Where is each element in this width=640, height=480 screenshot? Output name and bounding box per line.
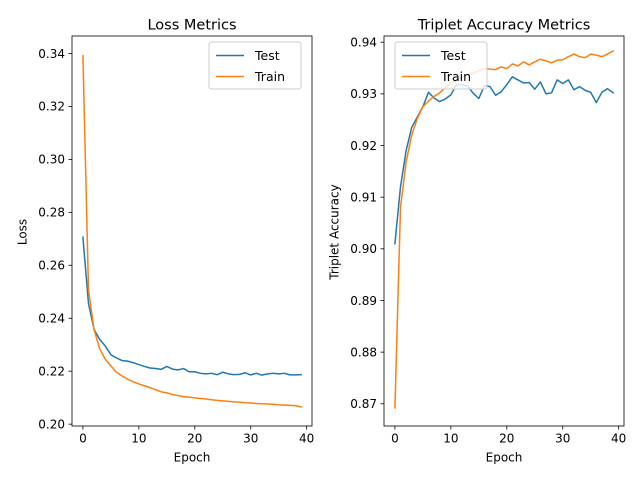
loss-y-tick-label: 0.30	[38, 153, 65, 167]
accuracy-x-tick-label: 40	[611, 432, 626, 446]
loss-legend-label-test: Test	[254, 48, 280, 63]
loss-y-tick-label: 0.22	[38, 364, 65, 378]
accuracy-series-line-test	[394, 76, 615, 245]
loss-y-tick-label: 0.24	[38, 312, 65, 326]
loss-chart-title: Loss Metrics	[147, 18, 236, 34]
loss-series-line-train	[82, 54, 302, 408]
accuracy-chart: Triplet Accuracy Metrics Epoch Triplet A…	[328, 18, 627, 465]
accuracy-y-tick-label: 0.92	[350, 139, 377, 153]
accuracy-y-tick-label: 0.88	[350, 345, 377, 359]
accuracy-x-tick-label: 30	[555, 432, 570, 446]
accuracy-x-tick-label: 10	[443, 432, 458, 446]
accuracy-y-tick-label: 0.89	[350, 294, 377, 308]
accuracy-y-tick-label: 0.90	[350, 242, 377, 256]
accuracy-x-tick-label: 20	[499, 432, 514, 446]
loss-y-axis-label: Loss	[16, 219, 30, 245]
accuracy-y-tick-label: 0.93	[350, 87, 377, 101]
loss-y-tick-label: 0.34	[38, 47, 65, 61]
accuracy-y-axis-label: Triplet Accuracy	[328, 184, 342, 280]
accuracy-legend-label-train: Train	[440, 69, 471, 84]
accuracy-series-line-train	[394, 49, 615, 409]
loss-y-tick-label: 0.20	[38, 417, 65, 431]
loss-y-tick-label: 0.28	[38, 206, 65, 220]
accuracy-legend-label-test: Test	[440, 48, 466, 63]
accuracy-y-tick-label: 0.94	[350, 35, 377, 49]
loss-x-tick-label: 0	[79, 432, 87, 446]
accuracy-x-tick-label: 0	[391, 432, 399, 446]
loss-y-tick-label: 0.32	[38, 100, 65, 114]
loss-series-line-test	[82, 236, 302, 376]
loss-chart: Loss Metrics Epoch Loss 0 10 20 30 40 0.20 0.2…	[16, 18, 315, 465]
loss-y-tick-label: 0.26	[38, 259, 65, 273]
loss-legend-label-train: Train	[254, 69, 285, 84]
loss-x-tick-label: 30	[243, 432, 258, 446]
accuracy-chart-title: Triplet Accuracy Metrics	[417, 18, 591, 34]
accuracy-y-tick-label: 0.87	[350, 397, 377, 411]
loss-x-axis-label: Epoch	[174, 451, 211, 465]
loss-x-tick-label: 10	[131, 432, 146, 446]
loss-x-tick-label: 20	[187, 432, 202, 446]
accuracy-y-tick-label: 0.91	[350, 190, 377, 204]
accuracy-axes-frame	[383, 35, 625, 427]
loss-axes-frame	[71, 35, 313, 427]
loss-x-tick-label: 40	[299, 432, 314, 446]
accuracy-x-axis-label: Epoch	[486, 451, 523, 465]
